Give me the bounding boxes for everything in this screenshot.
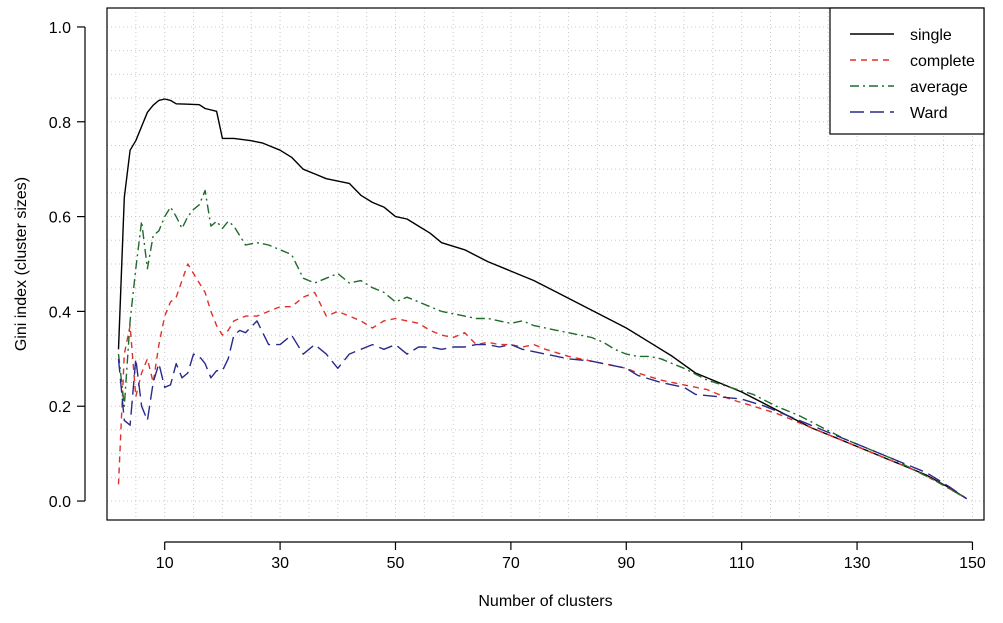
legend: single complete average Ward	[829, 7, 985, 135]
x-tick-label: 30	[271, 555, 289, 572]
y-axis: 0.0 0.2 0.4 0.6 0.8 1.0	[49, 20, 86, 511]
legend-label-ward: Ward	[910, 105, 948, 122]
series-line-single	[117, 98, 968, 500]
x-tick-label: 10	[156, 555, 174, 572]
y-tick-label: 0.4	[49, 304, 71, 321]
series-line-average	[117, 189, 968, 500]
x-axis: 10 30 50 70 90 110 130 150	[156, 541, 986, 572]
x-tick-label: 90	[617, 555, 635, 572]
x-axis-title: Number of clusters	[478, 593, 612, 610]
series-line-ward	[117, 320, 968, 500]
y-tick-label: 1.0	[49, 20, 71, 37]
legend-box	[829, 7, 985, 135]
grid-lines	[106, 8, 984, 520]
y-tick-label: 0.2	[49, 399, 71, 416]
x-tick-label: 70	[502, 555, 520, 572]
y-tick-label: 0.0	[49, 494, 71, 511]
legend-label-single: single	[910, 27, 952, 44]
x-tick-label: 130	[844, 555, 871, 572]
plot-frame	[106, 7, 985, 521]
x-tick-label: 50	[387, 555, 405, 572]
y-tick-label: 0.8	[49, 115, 71, 132]
series-lines	[117, 98, 968, 500]
y-axis-title: Gini index (cluster sizes)	[13, 177, 30, 351]
x-tick-label: 150	[959, 555, 986, 572]
legend-label-complete: complete	[910, 53, 975, 70]
legend-label-average: average	[910, 79, 968, 96]
x-tick-label: 110	[729, 555, 755, 572]
y-tick-label: 0.6	[49, 210, 71, 227]
